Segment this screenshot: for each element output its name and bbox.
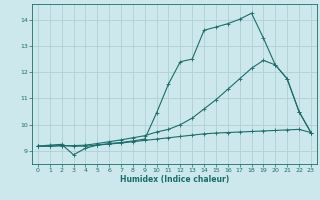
X-axis label: Humidex (Indice chaleur): Humidex (Indice chaleur) — [120, 175, 229, 184]
